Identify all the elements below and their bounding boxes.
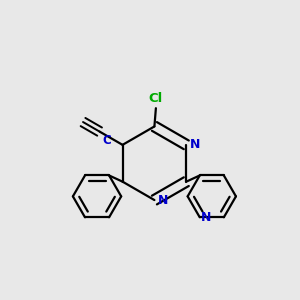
- Text: Cl: Cl: [149, 92, 163, 105]
- Text: N: N: [201, 211, 212, 224]
- Text: C: C: [102, 134, 111, 147]
- Text: N: N: [158, 194, 169, 207]
- Text: N: N: [190, 138, 200, 151]
